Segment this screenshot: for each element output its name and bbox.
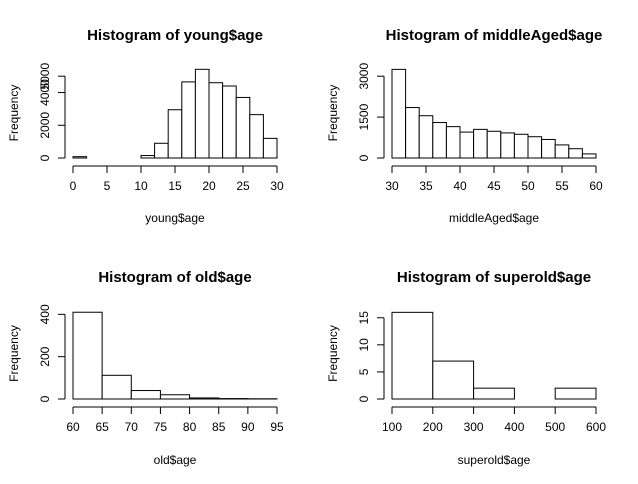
x-axis-label: young$age <box>145 211 205 225</box>
histogram-bar <box>473 128 488 159</box>
y-tick-label: 4000 <box>38 79 52 106</box>
x-tick-label: 10 <box>134 179 148 193</box>
x-axis-label: superold$age <box>458 453 531 467</box>
y-tick-label: 2000 <box>38 112 52 139</box>
histogram-panel-2: Histogram of middleAged$age 30 35 40 45 50 55 6… <box>326 27 603 225</box>
histogram-bar <box>432 122 447 159</box>
histogram-bar <box>513 133 529 159</box>
histogram-bar <box>222 85 237 159</box>
histogram-bar <box>167 109 183 159</box>
y-tick-label: 0 <box>357 154 371 161</box>
histogram-bar <box>181 81 196 159</box>
histogram-bar <box>249 114 264 159</box>
histogram-bar <box>527 136 543 159</box>
histogram-bar <box>459 131 475 159</box>
histogram-bar <box>159 394 191 400</box>
histogram-panel-3: Histogram of old$age 60 65 70 75 80 85 90 95 0 200… <box>7 269 284 467</box>
y-tick-label: 3000 <box>357 63 371 90</box>
histogram-bar <box>140 155 156 159</box>
histogram-panel-1: Histogram of young$age 0 5 10 15 20 25 30 0 2000 4… <box>7 27 284 225</box>
histogram-bar <box>235 96 251 159</box>
x-tick-label: 20 <box>202 179 216 193</box>
histogram-bar <box>391 68 407 159</box>
histogram-bar <box>486 130 502 159</box>
x-tick-label: 90 <box>241 420 255 434</box>
x-tick-label: 85 <box>212 420 226 434</box>
histogram-bar <box>554 387 597 400</box>
y-axis-label: Frequency <box>7 85 21 142</box>
x-axis-label: middleAged$age <box>449 211 539 225</box>
histogram-bar <box>154 142 169 159</box>
histogram-bar <box>130 390 161 400</box>
histogram-bar <box>568 148 583 159</box>
y-tick-label: 5000 <box>38 63 52 90</box>
chart-title: Histogram of middleAged$age <box>386 27 603 44</box>
x-tick-label: 5 <box>104 179 111 193</box>
histogram-bar <box>72 156 88 159</box>
y-tick-label: 10 <box>357 338 371 352</box>
histogram-bar <box>554 144 570 159</box>
chart-title: Histogram of young$age <box>87 27 263 44</box>
histogram-bar <box>473 387 515 400</box>
x-tick-label: 500 <box>545 420 565 434</box>
x-tick-label: 40 <box>453 179 467 193</box>
histogram-bar <box>208 82 224 159</box>
y-axis-label: Frequency <box>326 85 340 142</box>
x-tick-label: 100 <box>382 420 402 434</box>
x-tick-label: 30 <box>270 179 284 193</box>
x-tick-label: 400 <box>504 420 524 434</box>
y-tick-label: 15 <box>357 311 371 325</box>
y-tick-label: 400 <box>38 304 52 324</box>
y-axis-label: Frequency <box>7 325 21 382</box>
y-tick-label: 200 <box>38 346 52 366</box>
x-tick-label: 80 <box>183 420 197 434</box>
x-tick-label: 60 <box>66 420 80 434</box>
histogram-bar <box>581 153 597 159</box>
histogram-bar <box>432 360 475 400</box>
x-tick-label: 600 <box>586 420 606 434</box>
histogram-bar <box>541 138 556 159</box>
x-tick-label: 0 <box>70 179 77 193</box>
x-tick-label: 300 <box>464 420 484 434</box>
histogram-bar <box>72 311 103 400</box>
x-tick-label: 200 <box>423 420 443 434</box>
chart-title: Histogram of superold$age <box>397 269 591 286</box>
y-tick-label: 1500 <box>357 103 371 130</box>
y-tick-label: 0 <box>38 395 52 402</box>
histogram-bar <box>101 374 132 400</box>
histogram-bar <box>418 115 434 159</box>
y-tick-label: 5 <box>357 368 371 375</box>
y-tick-label: 0 <box>357 395 371 402</box>
x-tick-label: 55 <box>555 179 569 193</box>
chart-title: Histogram of old$age <box>98 269 251 286</box>
x-tick-label: 45 <box>487 179 501 193</box>
x-tick-label: 95 <box>270 420 284 434</box>
x-axis-label: old$age <box>154 453 197 467</box>
histogram-bar <box>262 137 278 159</box>
histogram-bar <box>391 311 434 400</box>
x-tick-label: 25 <box>236 179 250 193</box>
x-tick-label: 30 <box>385 179 399 193</box>
x-tick-label: 70 <box>125 420 139 434</box>
x-tick-label: 60 <box>589 179 603 193</box>
y-tick-label: 0 <box>38 154 52 161</box>
x-tick-label: 35 <box>419 179 433 193</box>
x-tick-label: 65 <box>95 420 109 434</box>
x-tick-label: 75 <box>154 420 168 434</box>
histogram-bar <box>500 132 515 159</box>
x-tick-label: 50 <box>521 179 535 193</box>
histogram-bar <box>189 397 220 400</box>
histogram-bar <box>445 126 461 159</box>
histogram-bar <box>405 107 420 159</box>
x-tick-label: 15 <box>168 179 182 193</box>
y-axis-label: Frequency <box>326 325 340 382</box>
histogram-bar <box>194 68 210 159</box>
